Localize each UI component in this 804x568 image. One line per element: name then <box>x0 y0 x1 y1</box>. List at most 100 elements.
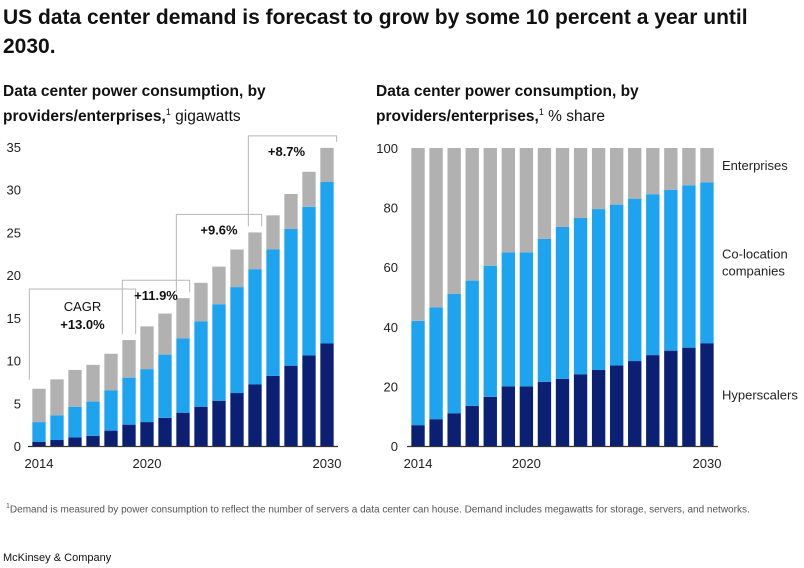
page-title: US data center demand is forecast to gro… <box>3 6 748 58</box>
left-bar-2015-seg1 <box>50 415 64 441</box>
right-bar-2018-seg1 <box>483 265 497 397</box>
right-xtick-label-2030: 2030 <box>693 456 722 471</box>
left-bar-2026-seg1 <box>248 269 262 385</box>
left-bar-2020-seg0 <box>140 422 154 446</box>
right-bar-2021-seg1 <box>537 238 552 382</box>
right-ytick-label: 40 <box>384 320 398 335</box>
right-bar-2025-seg0 <box>609 365 624 446</box>
right-bar-2016-seg2 <box>447 148 461 295</box>
left-xtick-label-2020: 2020 <box>133 456 162 471</box>
right-bar-2023-seg1 <box>573 218 588 375</box>
left-bar-2027-seg1 <box>266 249 280 376</box>
right-bar-2022-seg0 <box>555 378 570 446</box>
left-bar-2026-seg0 <box>248 384 262 446</box>
left-bar-2024-seg1 <box>212 304 226 401</box>
left-bar-2019-seg2 <box>122 340 136 378</box>
left-cagr-value-1: +11.9% <box>134 288 178 303</box>
right-bar-2024-seg0 <box>591 370 606 446</box>
right-chart-footnote-marker: 1 <box>538 107 544 117</box>
right-bar-2030-seg2 <box>700 148 714 183</box>
right-chart-subtitle: Data center power consumption, by provid… <box>376 81 706 127</box>
left-cagr-bracket-3 <box>247 135 338 227</box>
right-bar-2029-seg1 <box>682 185 696 348</box>
right-bar-2028-seg0 <box>664 350 678 446</box>
left-bar-2026-seg2 <box>248 232 262 270</box>
left-bar-2016-seg1 <box>68 406 82 438</box>
left-bar-2022-seg0 <box>176 412 190 446</box>
right-bar-2018-seg0 <box>483 396 497 446</box>
left-bar-2023-seg1 <box>194 321 208 407</box>
right-ytick-label: 60 <box>384 260 398 275</box>
right-bar-2026-seg1 <box>628 198 642 362</box>
left-ytick-label: 5 <box>14 396 21 411</box>
right-bar-2018-seg2 <box>483 148 497 266</box>
left-chart-unit: gigawatts <box>175 108 241 126</box>
left-bar-2028-seg0 <box>284 365 298 446</box>
right-bar-2014-seg0 <box>411 425 425 446</box>
right-chart-unit: % share <box>548 108 606 126</box>
right-legend-2: Enterprises <box>722 158 788 173</box>
left-bar-2027-seg0 <box>266 375 280 446</box>
right-bar-2023-seg0 <box>573 374 588 446</box>
left-bar-2027-seg2 <box>266 215 280 250</box>
right-bar-2021-seg0 <box>537 381 552 446</box>
left-cagr-label: CAGR <box>64 299 102 314</box>
right-bar-2017-seg0 <box>465 405 479 446</box>
right-bar-2020-seg0 <box>519 386 534 446</box>
left-bar-2020-seg1 <box>140 369 154 423</box>
source-logo-text: McKinsey & Company <box>3 552 112 564</box>
left-ytick-label: 15 <box>7 311 21 326</box>
right-bar-2015-seg0 <box>429 419 443 446</box>
right-bar-2014-seg1 <box>411 320 425 426</box>
left-ytick-label: 30 <box>7 183 21 198</box>
left-cagr-value-0: +13.0% <box>60 317 105 332</box>
left-bar-2017-seg0 <box>86 435 100 446</box>
left-bar-2029-seg2 <box>302 171 316 207</box>
left-bar-2023-seg0 <box>194 406 208 446</box>
left-bar-2016-seg2 <box>68 369 82 407</box>
right-bar-2019-seg1 <box>501 252 516 387</box>
right-bar-2021-seg2 <box>537 148 552 239</box>
left-bar-2014-seg2 <box>32 388 46 423</box>
left-bar-2020-seg2 <box>140 326 154 370</box>
left-bar-2025-seg0 <box>230 393 244 446</box>
right-bar-2025-seg1 <box>609 204 624 366</box>
left-bar-2018-seg2 <box>104 353 118 391</box>
left-bar-2019-seg1 <box>122 377 136 425</box>
right-bar-2017-seg1 <box>465 280 479 406</box>
left-bar-2022-seg1 <box>176 338 190 413</box>
left-bar-2018-seg1 <box>104 390 118 431</box>
right-bar-2026-seg0 <box>628 361 642 446</box>
right-bar-2019-seg2 <box>501 148 516 253</box>
right-bar-2019-seg0 <box>501 386 516 446</box>
footnote-text: Demand is measured by power consumption … <box>9 504 750 516</box>
right-bar-2028-seg1 <box>664 189 678 351</box>
right-xtick-label-2014: 2014 <box>404 456 433 471</box>
right-ytick-label: 100 <box>376 141 398 156</box>
right-bar-2015-seg2 <box>429 148 443 308</box>
right-bar-2024-seg1 <box>591 209 606 371</box>
footnote: 1Demand is measured by power consumption… <box>6 500 786 516</box>
left-ytick-label: 10 <box>7 354 21 369</box>
right-ytick-label: 80 <box>384 201 398 216</box>
right-chart-title: Data center power consumption, by provid… <box>376 83 639 126</box>
right-bar-2027-seg0 <box>646 355 660 446</box>
right-bar-2022-seg2 <box>555 148 570 227</box>
right-xtick-label-2020: 2020 <box>512 456 541 471</box>
left-cagr-bracket-0 <box>28 288 137 380</box>
left-bar-2017-seg2 <box>86 364 100 402</box>
left-bar-2025-seg1 <box>230 287 244 394</box>
right-bar-2017-seg2 <box>465 148 479 281</box>
left-bar-2014-seg0 <box>32 441 46 446</box>
right-bar-2020-seg2 <box>519 148 534 253</box>
left-bar-2022-seg2 <box>176 298 190 339</box>
right-bar-2023-seg2 <box>573 148 588 219</box>
right-bar-2016-seg0 <box>447 413 461 446</box>
left-bar-2015-seg2 <box>50 379 64 416</box>
right-bar-2014-seg2 <box>411 148 425 321</box>
left-bar-2029-seg0 <box>302 355 316 446</box>
right-legend-1-line0: Co-location <box>722 247 788 262</box>
right-bar-2030-seg0 <box>700 343 714 446</box>
left-ytick-label: 0 <box>14 439 21 454</box>
right-bar-2029-seg0 <box>682 347 696 446</box>
